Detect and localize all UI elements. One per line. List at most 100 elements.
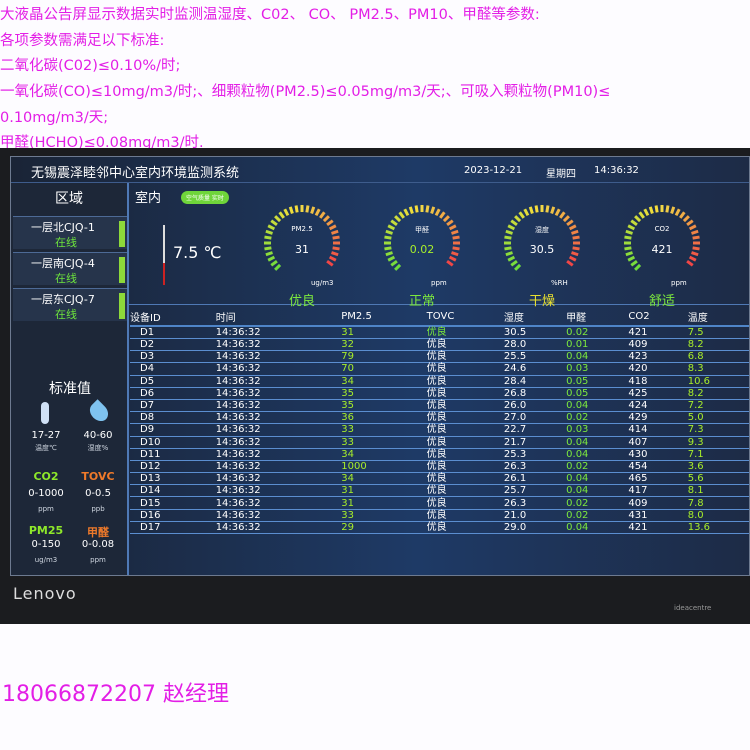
gauge-segment xyxy=(394,263,402,271)
gauge-segment xyxy=(446,219,454,226)
gauge-segment xyxy=(507,255,516,262)
table-cell: 421 xyxy=(628,521,688,535)
table-row[interactable]: D16 14:36:32 33 优良 21.0 0.02 431 8.0 xyxy=(130,509,749,522)
table-cell: 14:36:32 xyxy=(215,436,342,449)
gauge-segment xyxy=(504,246,512,251)
gauge-segment xyxy=(451,251,459,257)
zone-name: 一层东CJQ-7 xyxy=(31,293,95,306)
gauge-segment xyxy=(310,206,316,214)
zone-item[interactable]: 一层东CJQ-7 在线 xyxy=(13,288,127,321)
table-cell: 0.04 xyxy=(566,350,629,364)
gauge-segment xyxy=(408,206,414,214)
table-cell: 424 xyxy=(628,399,688,413)
air-quality-badge: 空气质量 实时 xyxy=(181,191,229,204)
gauge-segment xyxy=(648,206,654,214)
gauge-segment xyxy=(554,208,561,217)
gauge-segment xyxy=(288,206,294,214)
gauge-segment xyxy=(566,219,574,226)
table-row[interactable]: D3 14:36:32 79 优良 25.5 0.04 423 6.8 xyxy=(130,350,749,364)
gauge-0: PM2.5 31 ug/m3 优良 xyxy=(261,199,343,309)
gauge-status: 干燥 xyxy=(528,294,555,309)
table-cell: 36 xyxy=(341,411,427,425)
table-cell: 13.6 xyxy=(687,521,749,535)
table-cell: 32 xyxy=(341,338,427,352)
table-cell: 14:36:32 xyxy=(215,448,342,461)
table-row[interactable]: D9 14:36:32 33 优良 22.7 0.03 414 7.3 xyxy=(130,423,749,437)
gauge-value: 421 xyxy=(651,243,673,256)
hcho-unit: ppm xyxy=(90,556,106,564)
tovc-range: 0-0.5 xyxy=(85,488,111,499)
table-cell: D6 xyxy=(130,387,216,400)
gauge-segment xyxy=(625,229,633,235)
table-cell: 29.0 xyxy=(503,521,567,535)
table-cell: 0.04 xyxy=(566,436,629,449)
gauge-segment xyxy=(403,208,410,217)
column-header: 设备ID xyxy=(130,307,216,327)
zone-heading: 区域 xyxy=(55,191,83,207)
table-cell: 0.04 xyxy=(566,521,629,535)
table-cell: 0.05 xyxy=(566,375,629,388)
table-row[interactable]: D8 14:36:32 36 优良 27.0 0.02 429 5.0 xyxy=(130,411,749,425)
gauge-segment xyxy=(394,215,402,223)
table-row[interactable]: D13 14:36:32 34 优良 26.1 0.04 465 5.6 xyxy=(130,472,749,486)
table-row[interactable]: D6 14:36:32 35 优良 26.8 0.05 425 8.2 xyxy=(130,387,749,400)
gauge-segment xyxy=(283,208,290,217)
gauge-segment xyxy=(686,219,694,226)
zone-status: 在线 xyxy=(55,308,77,321)
table-cell: 优良 xyxy=(426,411,504,425)
gauge-segment xyxy=(510,219,518,226)
table-cell: D13 xyxy=(130,472,216,486)
table-row[interactable]: D17 14:36:32 29 优良 29.0 0.04 421 13.6 xyxy=(130,521,749,535)
temp-label: 温度℃ xyxy=(35,444,57,452)
zone-item[interactable]: 一层北CJQ-1 在线 xyxy=(13,216,127,249)
gauge-value: 30.5 xyxy=(529,243,555,256)
weekday: 星期四 xyxy=(546,169,576,180)
table-row[interactable]: D12 14:36:32 1000 优良 26.3 0.02 454 3.6 xyxy=(130,460,749,474)
zone-status: 在线 xyxy=(55,236,77,249)
table-cell: 7.3 xyxy=(687,423,749,437)
table-cell: 429 xyxy=(628,411,688,425)
table-row[interactable]: D1 14:36:32 31 优良 30.5 0.02 421 7.5 xyxy=(130,326,749,339)
gauge-segment xyxy=(270,219,278,226)
table-row[interactable]: D10 14:36:32 33 优良 21.7 0.04 407 9.3 xyxy=(130,436,749,449)
gauge-segment xyxy=(507,224,516,231)
table-cell: 70 xyxy=(341,362,427,376)
table-cell: 30.5 xyxy=(503,326,567,339)
table-cell: 0.03 xyxy=(566,423,629,437)
table-cell: D5 xyxy=(130,375,216,388)
table-cell: 7.5 xyxy=(687,326,749,339)
zone-item[interactable]: 一层南CJQ-4 在线 xyxy=(13,252,127,285)
table-cell: 7.8 xyxy=(687,496,749,510)
table-row[interactable]: D11 14:36:32 34 优良 25.3 0.04 430 7.1 xyxy=(130,448,749,461)
gauge-segment xyxy=(305,205,310,213)
gauge-segment xyxy=(328,255,337,262)
table-cell: 24.6 xyxy=(503,362,567,376)
table-cell: 8.2 xyxy=(687,338,749,352)
table-cell: 5.0 xyxy=(687,411,749,425)
table-cell: 0.04 xyxy=(566,448,629,461)
table-cell: 8.0 xyxy=(687,509,749,522)
table-cell: 465 xyxy=(628,472,688,486)
column-header: CO2 xyxy=(628,307,688,327)
table-row[interactable]: D14 14:36:32 31 优良 25.7 0.04 417 8.1 xyxy=(130,484,749,498)
table-row[interactable]: D7 14:36:32 35 优良 26.0 0.04 424 7.2 xyxy=(130,399,749,413)
gauge-segment xyxy=(314,208,321,217)
gauge-arc xyxy=(504,205,580,271)
table-row[interactable]: D2 14:36:32 32 优良 28.0 0.01 409 8.2 xyxy=(130,338,749,352)
gauge-segment xyxy=(326,260,334,267)
table-cell: 35 xyxy=(341,399,427,413)
gauge-segment xyxy=(568,255,577,262)
table-row[interactable]: D4 14:36:32 70 优良 24.6 0.03 420 8.3 xyxy=(130,362,749,376)
table-cell: 14:36:32 xyxy=(215,496,342,510)
table-row[interactable]: D15 14:36:32 31 优良 26.3 0.02 409 7.8 xyxy=(130,496,749,510)
gauge-segment xyxy=(326,219,334,226)
table-row[interactable]: D5 14:36:32 34 优良 28.4 0.05 418 10.6 xyxy=(130,375,749,388)
table-cell: 优良 xyxy=(426,387,504,400)
table-cell: 14:36:32 xyxy=(215,411,342,425)
table-cell: 407 xyxy=(628,436,688,449)
gauge-segment xyxy=(387,224,396,231)
table-cell: 14:36:32 xyxy=(215,484,342,498)
status-bar xyxy=(119,293,125,319)
table-cell: 26.1 xyxy=(503,472,567,486)
gauge-segment xyxy=(624,246,632,251)
